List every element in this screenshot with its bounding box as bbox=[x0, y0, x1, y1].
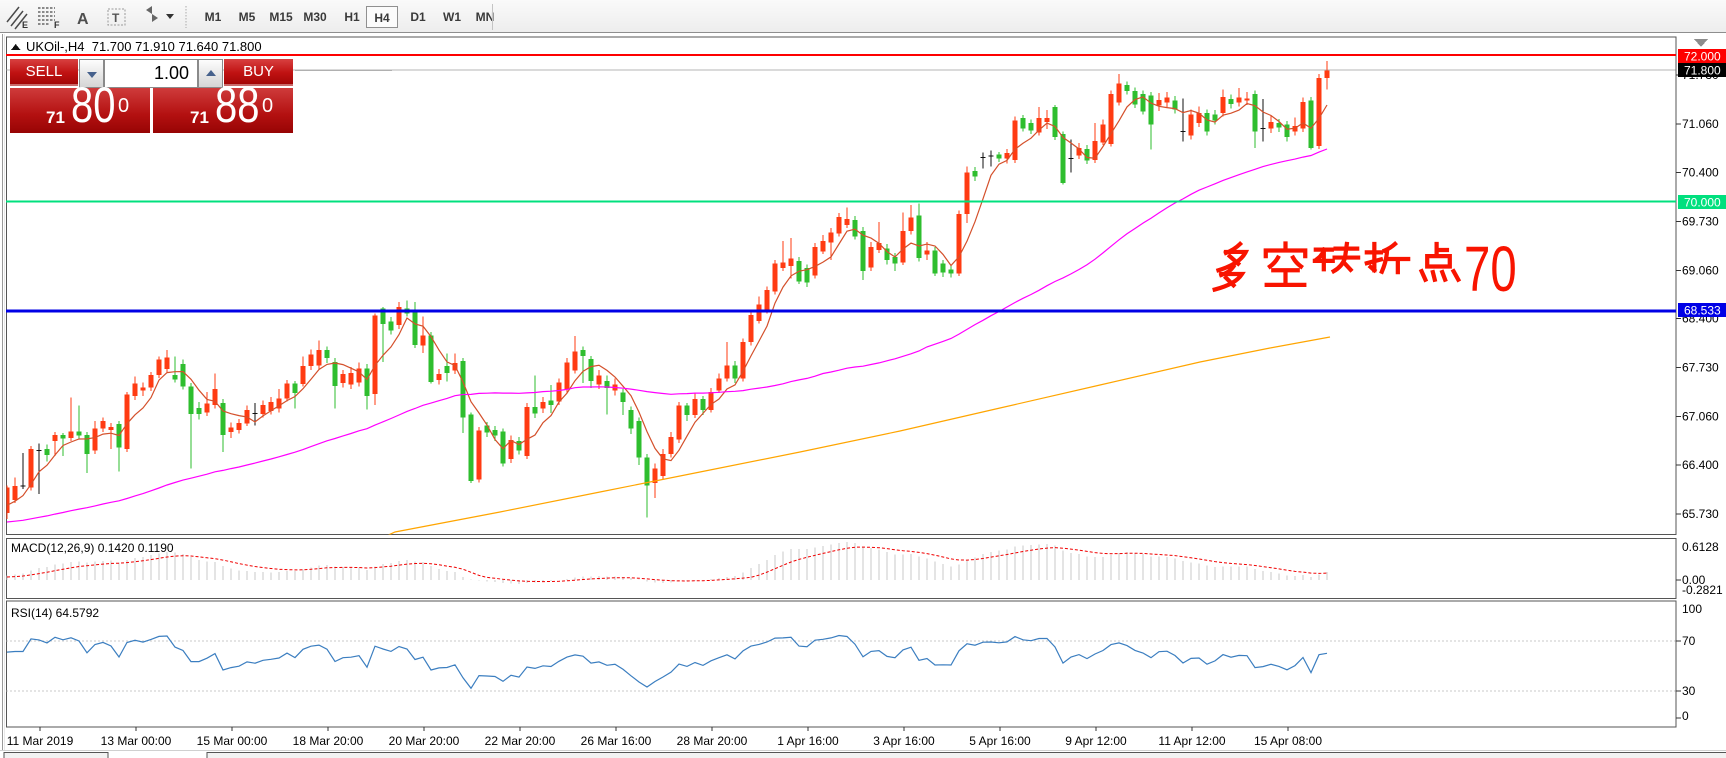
svg-text:9 Apr 12:00: 9 Apr 12:00 bbox=[1065, 734, 1127, 748]
svg-text:70: 70 bbox=[1464, 233, 1517, 305]
svg-text:22 Mar 20:00: 22 Mar 20:00 bbox=[485, 734, 556, 748]
svg-text:RSI(14) 64.5792: RSI(14) 64.5792 bbox=[11, 606, 99, 620]
svg-text:3 Apr 16:00: 3 Apr 16:00 bbox=[873, 734, 935, 748]
svg-text:0.6128: 0.6128 bbox=[1682, 540, 1719, 554]
svg-text:30: 30 bbox=[1682, 684, 1696, 698]
svg-text:0.00: 0.00 bbox=[1682, 573, 1706, 587]
svg-text:26 Mar 16:00: 26 Mar 16:00 bbox=[581, 734, 652, 748]
svg-text:67.730: 67.730 bbox=[1682, 361, 1719, 375]
svg-text:70.000: 70.000 bbox=[1684, 196, 1721, 210]
svg-text:71.800: 71.800 bbox=[1684, 64, 1721, 78]
svg-text:65.730: 65.730 bbox=[1682, 507, 1719, 521]
svg-text:E: E bbox=[22, 20, 28, 30]
svg-text:T: T bbox=[112, 11, 120, 25]
svg-text:20 Mar 20:00: 20 Mar 20:00 bbox=[389, 734, 460, 748]
svg-text:13 Mar 00:00: 13 Mar 00:00 bbox=[101, 734, 172, 748]
svg-text:MACD(12,26,9) 0.1420 0.1190: MACD(12,26,9) 0.1420 0.1190 bbox=[11, 541, 174, 555]
svg-text:1 Apr 16:00: 1 Apr 16:00 bbox=[777, 734, 839, 748]
svg-text:18 Mar 20:00: 18 Mar 20:00 bbox=[293, 734, 364, 748]
svg-text:68.533: 68.533 bbox=[1684, 304, 1721, 318]
svg-text:-0.2821: -0.2821 bbox=[1682, 583, 1723, 597]
svg-text:67.060: 67.060 bbox=[1682, 410, 1719, 424]
svg-text:15 Mar 00:00: 15 Mar 00:00 bbox=[197, 734, 268, 748]
svg-text:F: F bbox=[54, 20, 60, 30]
svg-text:69.060: 69.060 bbox=[1682, 263, 1719, 277]
svg-text:71.060: 71.060 bbox=[1682, 117, 1719, 131]
svg-text:70.400: 70.400 bbox=[1682, 165, 1719, 179]
svg-text:A: A bbox=[77, 11, 89, 28]
svg-text:100: 100 bbox=[1682, 602, 1702, 616]
svg-text:66.400: 66.400 bbox=[1682, 458, 1719, 472]
svg-text:11 Mar 2019: 11 Mar 2019 bbox=[7, 734, 74, 748]
svg-text:28 Mar 20:00: 28 Mar 20:00 bbox=[677, 734, 748, 748]
svg-text:72.000: 72.000 bbox=[1684, 50, 1721, 64]
svg-text:70: 70 bbox=[1682, 634, 1696, 648]
svg-text:5 Apr 16:00: 5 Apr 16:00 bbox=[969, 734, 1031, 748]
svg-text:0: 0 bbox=[1682, 709, 1689, 723]
svg-text:15 Apr 08:00: 15 Apr 08:00 bbox=[1254, 734, 1322, 748]
svg-text:69.730: 69.730 bbox=[1682, 214, 1719, 228]
svg-text:11 Apr 12:00: 11 Apr 12:00 bbox=[1158, 734, 1225, 748]
svg-text:UKOil-,H4 71.700 71.910 71.64: UKOil-,H4 71.700 71.910 71.640 71.800 bbox=[26, 39, 262, 54]
